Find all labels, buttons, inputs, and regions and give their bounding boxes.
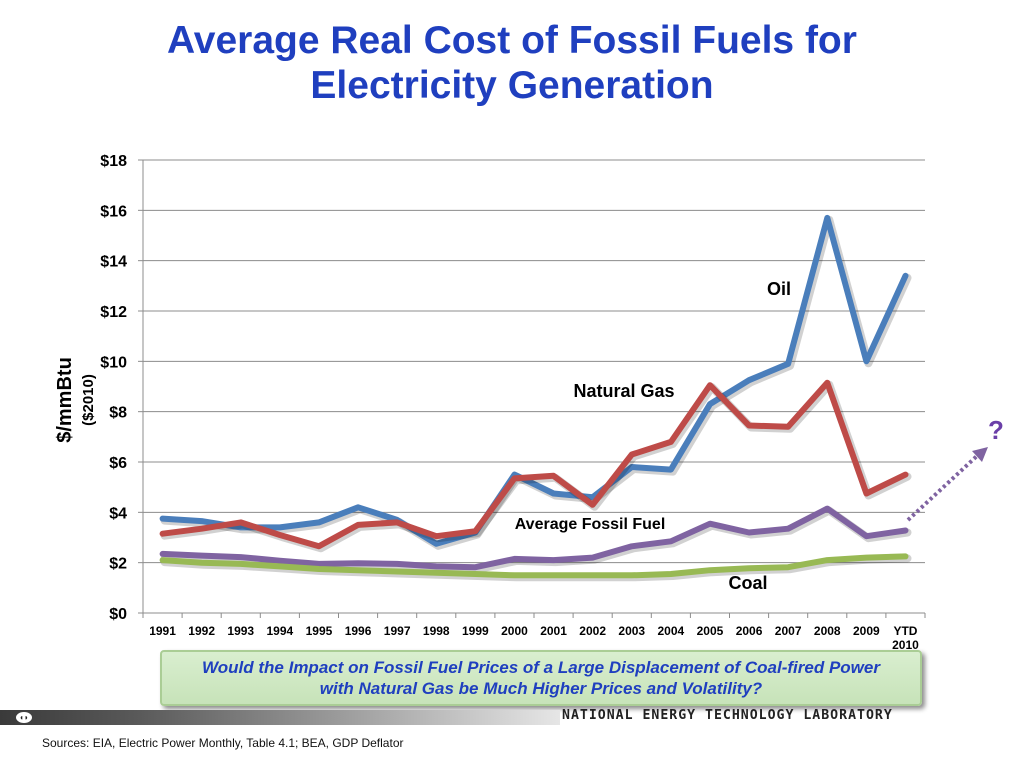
series-line-oil bbox=[159, 214, 909, 547]
y-tick-label: $16 bbox=[100, 203, 127, 220]
footer-bar bbox=[0, 710, 560, 725]
page-title: Average Real Cost of Fossil Fuels for El… bbox=[40, 18, 984, 108]
y-tick-label: $18 bbox=[100, 153, 127, 170]
x-tick-label: 1992 bbox=[188, 624, 215, 638]
x-tick-label: 2004 bbox=[657, 624, 684, 638]
gridlines bbox=[143, 159, 925, 564]
y-tick-label: $4 bbox=[109, 505, 127, 522]
x-tick-label: 2005 bbox=[697, 624, 724, 638]
x-tick-label: 2003 bbox=[618, 624, 645, 638]
x-tick-label: 1999 bbox=[462, 624, 489, 638]
x-tick-label: 2001 bbox=[540, 624, 567, 638]
x-tick-label: 2009 bbox=[853, 624, 880, 638]
x-tick-label: 1996 bbox=[345, 624, 372, 638]
annotation-oil: Oil bbox=[767, 279, 791, 299]
x-tick-label: 1993 bbox=[227, 624, 254, 638]
y-tick-label: $6 bbox=[109, 455, 127, 472]
axes bbox=[138, 159, 926, 618]
annotation-average-fossil-fuel: Average Fossil Fuel bbox=[515, 516, 666, 533]
y-tick-label: $8 bbox=[109, 405, 127, 422]
x-tick-label: 1997 bbox=[384, 624, 411, 638]
title-line-1: Average Real Cost of Fossil Fuels for bbox=[167, 19, 857, 62]
x-tick-label: 2006 bbox=[736, 624, 763, 638]
x-tick-label: 1995 bbox=[306, 624, 333, 638]
callout-text: Would the Impact on Fossil Fuel Prices o… bbox=[202, 658, 880, 698]
x-tick-label: 2008 bbox=[814, 624, 841, 638]
title-line-2: Electricity Generation bbox=[310, 64, 714, 107]
series-line-average-fossil-fuel bbox=[159, 505, 909, 571]
y-tick-label: $2 bbox=[109, 556, 127, 573]
projection-arrowhead bbox=[972, 447, 988, 462]
callout-box: Would the Impact on Fossil Fuel Prices o… bbox=[160, 650, 922, 706]
y-tick-label: $0 bbox=[109, 606, 127, 623]
y-tick-label: $12 bbox=[100, 304, 127, 321]
y-axis-sublabel: ($2010) bbox=[80, 374, 97, 426]
y-tick-label: $14 bbox=[100, 254, 127, 271]
netl-logo-icon: ◖◗ bbox=[12, 710, 36, 725]
series-lines bbox=[159, 214, 912, 582]
series-line-natural-gas bbox=[159, 379, 909, 550]
x-tick-label: 2000 bbox=[501, 624, 528, 638]
tick-labels: $0 $2 $4 $6 $8 $10 $12 $14 $16 $18 1991 1992 1993 199… bbox=[100, 153, 919, 652]
x-tick-label: 2002 bbox=[579, 624, 606, 638]
series-shadow-oil bbox=[160, 215, 912, 550]
x-tick-label: 2010 bbox=[892, 638, 919, 652]
x-tick-label: 1991 bbox=[149, 624, 176, 638]
question-mark: ? bbox=[988, 415, 1004, 445]
y-axis-label: $/mmBtu bbox=[54, 357, 76, 443]
x-tick-label: 1994 bbox=[266, 624, 293, 638]
projection-arrow bbox=[906, 453, 980, 522]
annotation-natural-gas: Natural Gas bbox=[573, 381, 674, 401]
series-line-coal bbox=[159, 553, 909, 579]
footer-organization: NATIONAL ENERGY TECHNOLOGY LABORATORY bbox=[562, 708, 893, 723]
y-tick-label: $10 bbox=[100, 354, 127, 371]
x-tick-label: 1998 bbox=[423, 624, 450, 638]
fossil-fuel-cost-chart: $0 $2 $4 $6 $8 $10 $12 $14 $16 $18 1991 1992 1993 199… bbox=[54, 153, 988, 652]
x-tick-label: YTD bbox=[893, 624, 917, 638]
annotation-coal: Coal bbox=[728, 573, 767, 593]
sources-note: Sources: EIA, Electric Power Monthly, Ta… bbox=[42, 736, 404, 750]
x-tick-label: 2007 bbox=[775, 624, 802, 638]
